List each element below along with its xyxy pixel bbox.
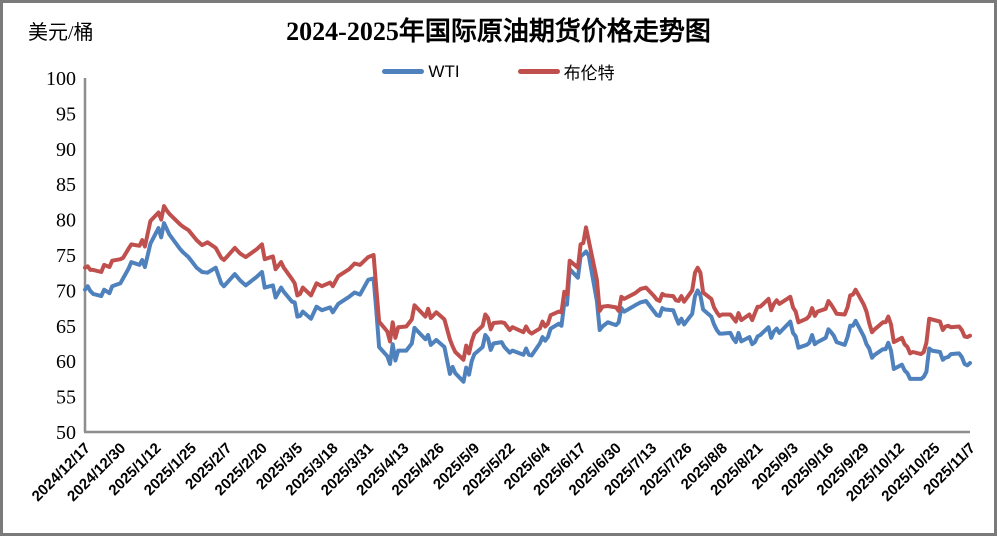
y-tick-label: 55 (56, 387, 76, 409)
legend-item-brent: 布伦特 (517, 59, 615, 84)
legend-item-wti: WTI (382, 61, 460, 82)
legend-label-brent: 布伦特 (563, 64, 615, 83)
wti-price-line (83, 221, 972, 384)
legend: WTI 布伦特 (3, 59, 994, 84)
y-tick-label: 85 (56, 174, 76, 196)
y-tick-label: 60 (56, 351, 76, 373)
y-tick-label: 65 (56, 316, 76, 338)
y-tick-label: 90 (56, 139, 76, 161)
wti-line-swatch-icon (382, 69, 425, 74)
chart-title: 2024-2025年国际原油期货价格走势图 (286, 17, 711, 46)
y-tick-label: 75 (56, 245, 76, 267)
price-trend-chart: 505560657075808590951002024/12/172024/12… (29, 68, 979, 505)
y-tick-label: 100 (46, 68, 76, 90)
y-tick-label: 80 (56, 210, 76, 232)
y-tick-label: 95 (56, 103, 76, 125)
y-tick-label: 50 (56, 422, 76, 444)
y-tick-label: 70 (56, 280, 76, 302)
brent-price-line (83, 204, 972, 362)
brent-line-swatch-icon (517, 69, 560, 74)
y-axis-unit-label: 美元/桶 (28, 22, 94, 44)
legend-label-wti: WTI (428, 61, 460, 81)
